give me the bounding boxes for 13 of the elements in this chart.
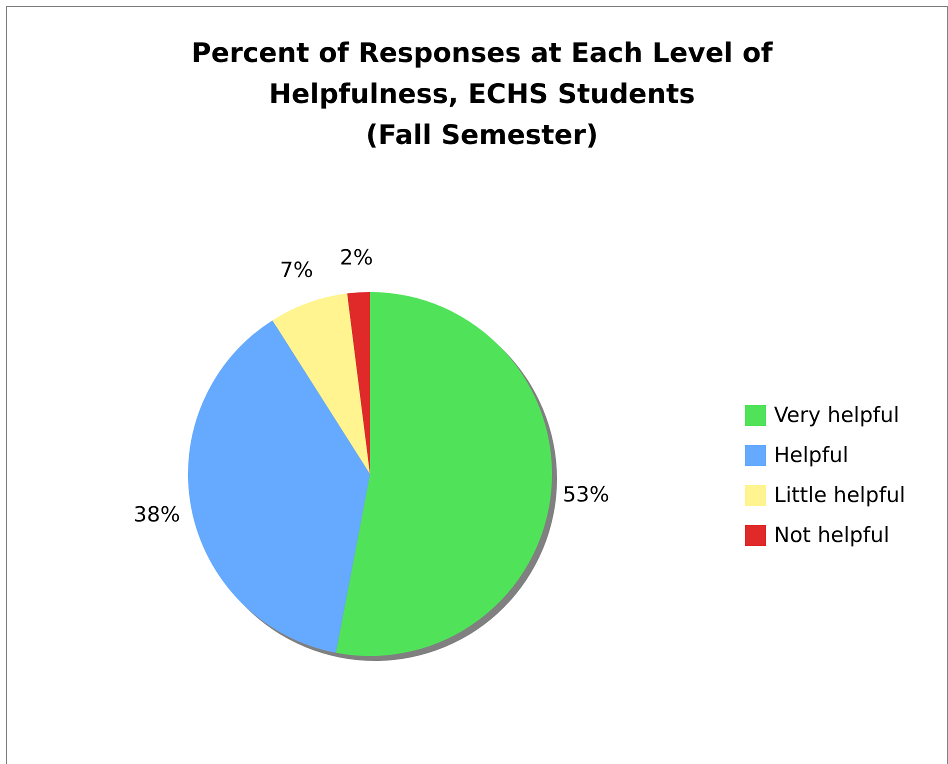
data-label: 53% <box>562 482 610 506</box>
pie-slice <box>272 293 370 474</box>
legend-label: Very helpful <box>774 403 900 427</box>
data-label: 38% <box>134 502 180 527</box>
data-label: 7% <box>280 258 314 282</box>
pie-slice <box>347 292 370 474</box>
data-label: 2% <box>340 245 374 270</box>
legend-label: Helpful <box>774 443 848 467</box>
legend-label: Not helpful <box>774 523 890 547</box>
legend-label: Little helpful <box>774 483 906 507</box>
pie-slice <box>336 292 552 656</box>
chart-title: Percent of Responses at Each Level of Helpfulness, ECHS Students (Fall Semester) <box>191 38 773 151</box>
pie-slice <box>188 320 370 653</box>
